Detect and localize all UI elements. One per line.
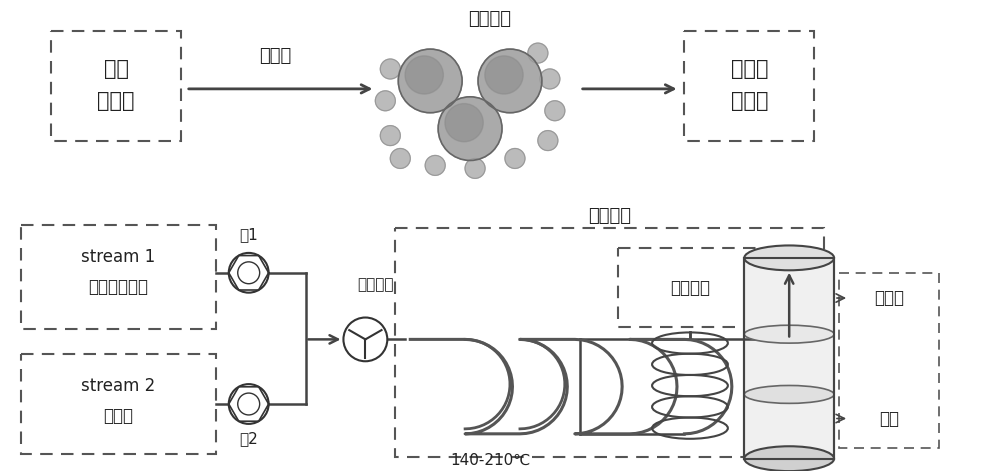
Ellipse shape <box>744 245 834 270</box>
Text: stream 1: stream 1 <box>81 248 156 266</box>
Text: 木质: 木质 <box>104 59 129 79</box>
Circle shape <box>229 253 269 293</box>
Bar <box>21 225 216 329</box>
Bar <box>684 31 814 141</box>
Circle shape <box>478 49 542 113</box>
Ellipse shape <box>744 325 834 343</box>
Bar <box>839 273 939 448</box>
Text: 可溶性: 可溶性 <box>731 59 768 79</box>
Text: 冷却过程: 冷却过程 <box>670 278 710 297</box>
Text: 可溶性低聚糖: 可溶性低聚糖 <box>89 278 149 295</box>
Bar <box>744 258 834 459</box>
Circle shape <box>343 318 387 361</box>
Text: 泵1: 泵1 <box>239 228 258 243</box>
Bar <box>21 354 216 454</box>
Circle shape <box>425 155 445 176</box>
Text: 酸浸渍: 酸浸渍 <box>260 47 292 65</box>
Bar <box>618 248 762 328</box>
Text: 微混合器: 微混合器 <box>357 277 394 292</box>
Text: 酸溶液: 酸溶液 <box>104 407 134 425</box>
Circle shape <box>465 159 485 178</box>
Bar <box>744 258 834 459</box>
Circle shape <box>238 393 260 415</box>
Circle shape <box>375 91 395 111</box>
Text: 140-210℃: 140-210℃ <box>450 453 530 468</box>
Text: 纤维素: 纤维素 <box>97 91 135 111</box>
Circle shape <box>505 149 525 169</box>
Ellipse shape <box>744 386 834 404</box>
Ellipse shape <box>744 446 834 471</box>
Text: 低聚糖: 低聚糖 <box>731 91 768 111</box>
Circle shape <box>545 101 565 121</box>
Circle shape <box>540 69 560 89</box>
Circle shape <box>390 149 410 169</box>
Text: 泵2: 泵2 <box>239 431 258 447</box>
Bar <box>51 31 181 141</box>
Circle shape <box>485 56 523 94</box>
Circle shape <box>528 43 548 63</box>
Circle shape <box>380 59 400 79</box>
Circle shape <box>445 103 483 142</box>
Circle shape <box>229 384 269 424</box>
Text: 有机相: 有机相 <box>874 289 904 307</box>
Circle shape <box>438 97 502 160</box>
Circle shape <box>238 262 260 284</box>
Text: 球磨处理: 球磨处理 <box>469 10 512 28</box>
Circle shape <box>380 126 400 145</box>
Bar <box>395 228 824 457</box>
Text: 微反应器: 微反应器 <box>588 207 631 225</box>
Text: 水相: 水相 <box>879 410 899 428</box>
Circle shape <box>405 56 443 94</box>
Circle shape <box>398 49 462 113</box>
Circle shape <box>538 131 558 151</box>
Text: stream 2: stream 2 <box>81 377 156 395</box>
